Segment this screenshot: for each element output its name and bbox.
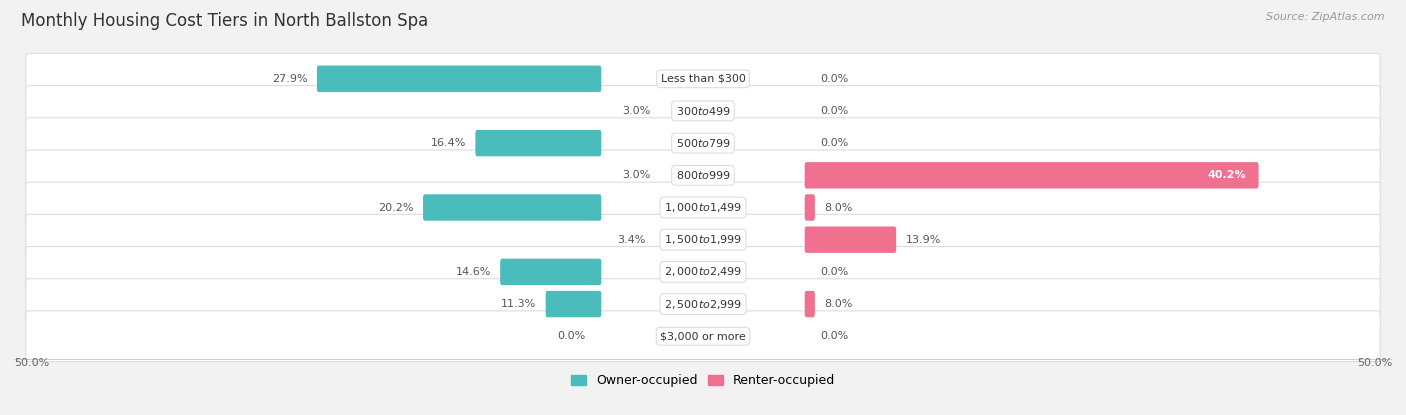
FancyBboxPatch shape — [25, 214, 1381, 265]
Legend: Owner-occupied, Renter-occupied: Owner-occupied, Renter-occupied — [571, 374, 835, 387]
Text: Monthly Housing Cost Tiers in North Ballston Spa: Monthly Housing Cost Tiers in North Ball… — [21, 12, 429, 30]
FancyBboxPatch shape — [804, 227, 896, 253]
Text: $800 to $999: $800 to $999 — [675, 169, 731, 181]
Text: 0.0%: 0.0% — [820, 138, 848, 148]
Text: 8.0%: 8.0% — [824, 299, 852, 309]
Text: 27.9%: 27.9% — [271, 74, 308, 84]
Text: 40.2%: 40.2% — [1208, 170, 1246, 180]
Text: 0.0%: 0.0% — [558, 331, 586, 341]
FancyBboxPatch shape — [25, 311, 1381, 361]
Text: 0.0%: 0.0% — [820, 331, 848, 341]
Text: 16.4%: 16.4% — [430, 138, 465, 148]
Text: $300 to $499: $300 to $499 — [675, 105, 731, 117]
FancyBboxPatch shape — [804, 162, 1258, 188]
Text: 0.0%: 0.0% — [820, 74, 848, 84]
Text: 13.9%: 13.9% — [905, 235, 941, 245]
Text: Source: ZipAtlas.com: Source: ZipAtlas.com — [1267, 12, 1385, 22]
Text: 3.0%: 3.0% — [623, 170, 651, 180]
FancyBboxPatch shape — [25, 150, 1381, 201]
Text: 0.0%: 0.0% — [820, 267, 848, 277]
Text: 3.4%: 3.4% — [617, 235, 645, 245]
Text: 14.6%: 14.6% — [456, 267, 491, 277]
Text: 8.0%: 8.0% — [824, 203, 852, 212]
Text: 20.2%: 20.2% — [378, 203, 413, 212]
FancyBboxPatch shape — [25, 182, 1381, 233]
FancyBboxPatch shape — [25, 85, 1381, 136]
Text: 3.0%: 3.0% — [623, 106, 651, 116]
Text: 11.3%: 11.3% — [501, 299, 536, 309]
Text: Less than $300: Less than $300 — [661, 74, 745, 84]
FancyBboxPatch shape — [546, 291, 602, 317]
Text: $3,000 or more: $3,000 or more — [661, 331, 745, 341]
Text: $1,500 to $1,999: $1,500 to $1,999 — [664, 233, 742, 246]
FancyBboxPatch shape — [804, 291, 815, 317]
Text: $1,000 to $1,499: $1,000 to $1,499 — [664, 201, 742, 214]
FancyBboxPatch shape — [316, 66, 602, 92]
FancyBboxPatch shape — [25, 247, 1381, 297]
FancyBboxPatch shape — [25, 54, 1381, 104]
Text: $2,000 to $2,499: $2,000 to $2,499 — [664, 265, 742, 278]
Text: $500 to $799: $500 to $799 — [675, 137, 731, 149]
FancyBboxPatch shape — [501, 259, 602, 285]
Text: 50.0%: 50.0% — [14, 358, 49, 368]
Text: 0.0%: 0.0% — [820, 106, 848, 116]
FancyBboxPatch shape — [25, 279, 1381, 330]
FancyBboxPatch shape — [423, 194, 602, 221]
FancyBboxPatch shape — [25, 118, 1381, 168]
Text: $2,500 to $2,999: $2,500 to $2,999 — [664, 298, 742, 310]
FancyBboxPatch shape — [804, 194, 815, 221]
FancyBboxPatch shape — [475, 130, 602, 156]
Text: 50.0%: 50.0% — [1357, 358, 1392, 368]
